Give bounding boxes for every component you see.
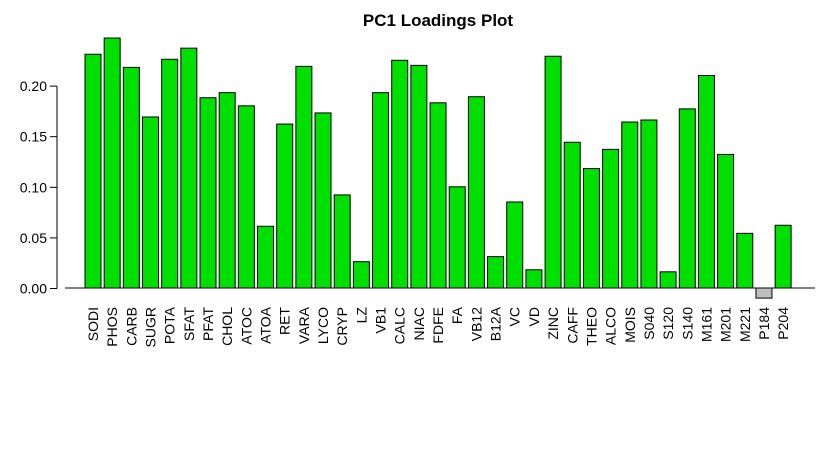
bar-carb	[122, 66, 140, 289]
bar-vara	[295, 65, 313, 289]
x-tick-label: NIAC	[411, 307, 427, 340]
x-tick-label: POTA	[162, 306, 178, 344]
bar-lyco	[314, 112, 332, 289]
bar-m221	[736, 232, 754, 289]
x-tick-label: RET	[277, 307, 293, 335]
bar-m161	[697, 74, 715, 289]
x-tick-label: VB1	[373, 307, 389, 334]
x-tick-label: LYCO	[315, 307, 331, 344]
x-tick-label: ATOC	[238, 307, 254, 345]
x-tick-label: P184	[756, 307, 772, 340]
bar-b12a	[487, 256, 505, 289]
bar-vd	[525, 269, 543, 289]
bar-m201	[717, 153, 735, 289]
x-tick-label: SFAT	[181, 307, 197, 341]
bar-atoa	[257, 225, 275, 289]
x-tick-label: CHOL	[219, 307, 235, 346]
x-tick-label: CRYP	[334, 307, 350, 346]
bar-vc	[506, 201, 524, 289]
bar-vb12	[467, 96, 485, 289]
x-tick-label: ALCO	[603, 307, 619, 345]
y-tick-label: 0.00	[20, 281, 47, 297]
x-axis-labels: SODI PHOS CARB SUGR POTA SFAT PFAT CHOL ATOC ATOA…	[85, 306, 791, 347]
x-tick-label: P204	[775, 307, 791, 340]
x-tick-label: LZ	[353, 307, 369, 324]
y-tick-label: 0.20	[20, 78, 47, 94]
x-tick-label: THEO	[583, 307, 599, 346]
x-tick-label: VB12	[468, 307, 484, 341]
y-tick-label: 0.05	[20, 230, 47, 246]
x-tick-label: MOIS	[622, 307, 638, 343]
bar-p204	[774, 224, 792, 289]
bar-fa	[448, 186, 466, 289]
x-tick-label: S040	[641, 307, 657, 340]
bar-lz	[352, 261, 370, 289]
x-tick-label: M201	[718, 307, 734, 342]
bar-cryp	[333, 194, 351, 289]
bar-mois	[621, 121, 639, 289]
bar-chol	[218, 92, 236, 289]
y-tick-label: 0.10	[20, 179, 47, 195]
x-tick-label: VD	[526, 307, 542, 326]
bar-s140	[678, 108, 696, 289]
x-tick-label: PHOS	[104, 307, 120, 347]
x-tick-label: CARB	[123, 307, 139, 346]
bar-pfat	[199, 97, 217, 289]
x-tick-label: VC	[507, 307, 523, 326]
bar-phos	[103, 37, 121, 289]
bar-pota	[161, 58, 179, 289]
x-tick-label: B12A	[488, 306, 504, 341]
x-tick-label: VARA	[296, 306, 312, 344]
x-tick-label: SUGR	[143, 307, 159, 347]
chart-title: PC1 Loadings Plot	[363, 11, 514, 30]
bar-fdfe	[429, 102, 447, 289]
bar-sfat	[180, 47, 198, 289]
x-tick-label: CALC	[392, 307, 408, 344]
bar-calc	[391, 59, 409, 289]
x-tick-label: FDFE	[430, 307, 446, 344]
bar-s040	[640, 119, 658, 289]
x-tick-label: ZINC	[545, 307, 561, 340]
bar-caff	[563, 141, 581, 289]
x-tick-label: S120	[660, 307, 676, 340]
bar-zinc	[544, 55, 562, 289]
x-tick-label: CAFF	[564, 307, 580, 344]
bar-theo	[582, 168, 600, 289]
x-tick-label: S140	[679, 307, 695, 340]
bar-ret	[276, 123, 294, 289]
bar-niac	[410, 64, 428, 289]
bar-sodi	[84, 53, 102, 289]
bar-p184	[755, 287, 773, 299]
bar-atoc	[237, 105, 255, 289]
x-tick-label: M161	[698, 307, 714, 342]
y-axis: 0.00 0.05 0.10 0.15 0.20	[20, 78, 58, 297]
bar-s120	[659, 271, 677, 289]
bar-vb1	[372, 92, 390, 289]
bar-series	[84, 37, 792, 299]
x-tick-label: PFAT	[200, 307, 216, 341]
bar-alco	[602, 148, 620, 289]
y-tick-label: 0.15	[20, 129, 47, 145]
x-tick-label: FA	[449, 306, 465, 324]
x-tick-label: M221	[737, 307, 753, 342]
x-tick-label: SODI	[85, 307, 101, 341]
bar-sugr	[142, 116, 160, 289]
x-tick-label: ATOA	[258, 306, 274, 343]
